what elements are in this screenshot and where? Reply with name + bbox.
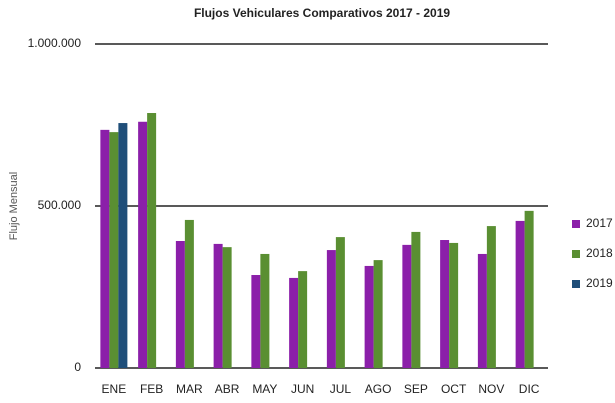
bar [175, 240, 185, 368]
legend-label: 2018 [586, 246, 613, 260]
legend-swatch [572, 280, 580, 288]
y-tick-label: 500.000 [38, 198, 82, 212]
x-tick-label: ABR [215, 382, 240, 396]
x-tick-label: FEB [140, 382, 163, 396]
bar [118, 123, 128, 368]
x-tick-label: SEP [404, 382, 428, 396]
x-tick-label: DIC [519, 382, 540, 396]
bar [335, 237, 345, 368]
legend-label: 2017 [586, 216, 613, 230]
bar [109, 132, 119, 368]
bar [260, 253, 270, 368]
x-tick-label: JUL [330, 382, 352, 396]
bar [289, 277, 299, 368]
bar [515, 220, 525, 368]
legend-swatch [572, 220, 580, 228]
bar [402, 244, 412, 368]
bar [524, 210, 534, 368]
x-tick-label: MAR [176, 382, 203, 396]
bar [440, 240, 450, 368]
bar [147, 113, 157, 369]
bar [477, 253, 487, 368]
chart-title: Flujos Vehiculares Comparativos 2017 - 2… [194, 6, 450, 20]
legend-label: 2019 [586, 276, 613, 290]
x-tick-label: OCT [441, 382, 467, 396]
bar [184, 219, 194, 368]
x-tick-label: AGO [365, 382, 392, 396]
y-tick-label: 1.000.000 [28, 36, 82, 50]
bar [138, 121, 148, 368]
bar [449, 242, 459, 368]
bar [298, 271, 308, 368]
x-tick-label: NOV [478, 382, 504, 396]
bar [213, 243, 223, 368]
bar [222, 247, 232, 368]
x-tick-label: ENE [102, 382, 127, 396]
bar [326, 250, 336, 368]
bar [486, 226, 496, 368]
x-tick-label: JUN [291, 382, 314, 396]
bar [411, 231, 421, 368]
y-tick-label: 0 [74, 360, 81, 374]
bar [373, 260, 383, 368]
y-axis-label: Flujo Mensual [8, 172, 20, 240]
bar [100, 129, 110, 368]
bar [251, 275, 261, 368]
legend-swatch [572, 250, 580, 258]
x-tick-label: MAY [252, 382, 277, 396]
bar [364, 265, 374, 368]
